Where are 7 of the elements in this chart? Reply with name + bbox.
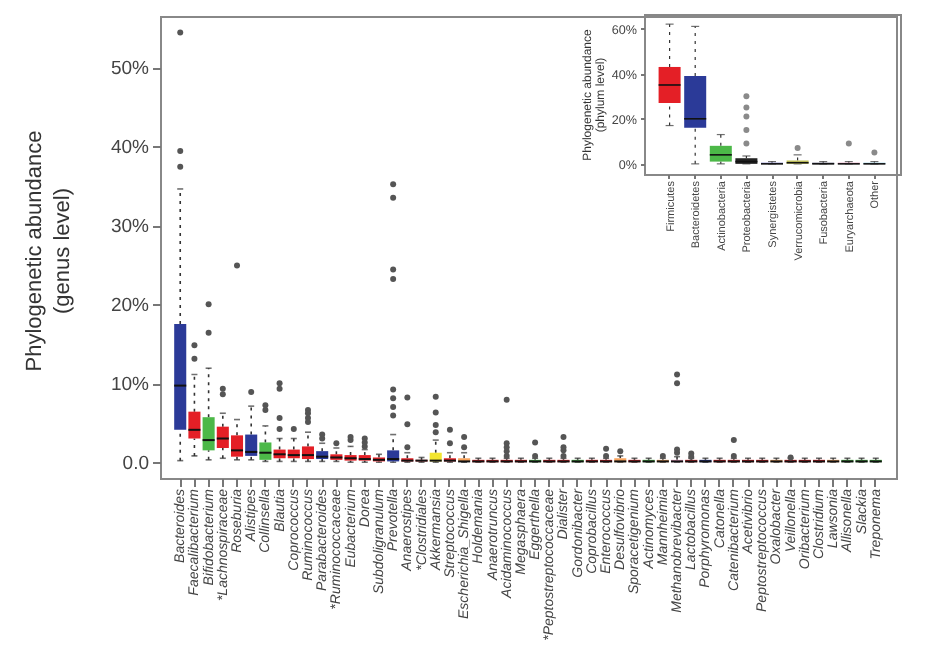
y-axis-title: Phylogenetic abundance (genus level) [23, 130, 75, 372]
y-tick-label: 50% [110, 58, 151, 81]
y-tick-label: 20% [110, 295, 151, 318]
y-tick-label: 0.0 [122, 453, 149, 476]
y-tick-label: 10% [110, 374, 151, 397]
y-tick-label: 30% [110, 216, 151, 239]
y-tick-label: 40% [110, 137, 151, 160]
